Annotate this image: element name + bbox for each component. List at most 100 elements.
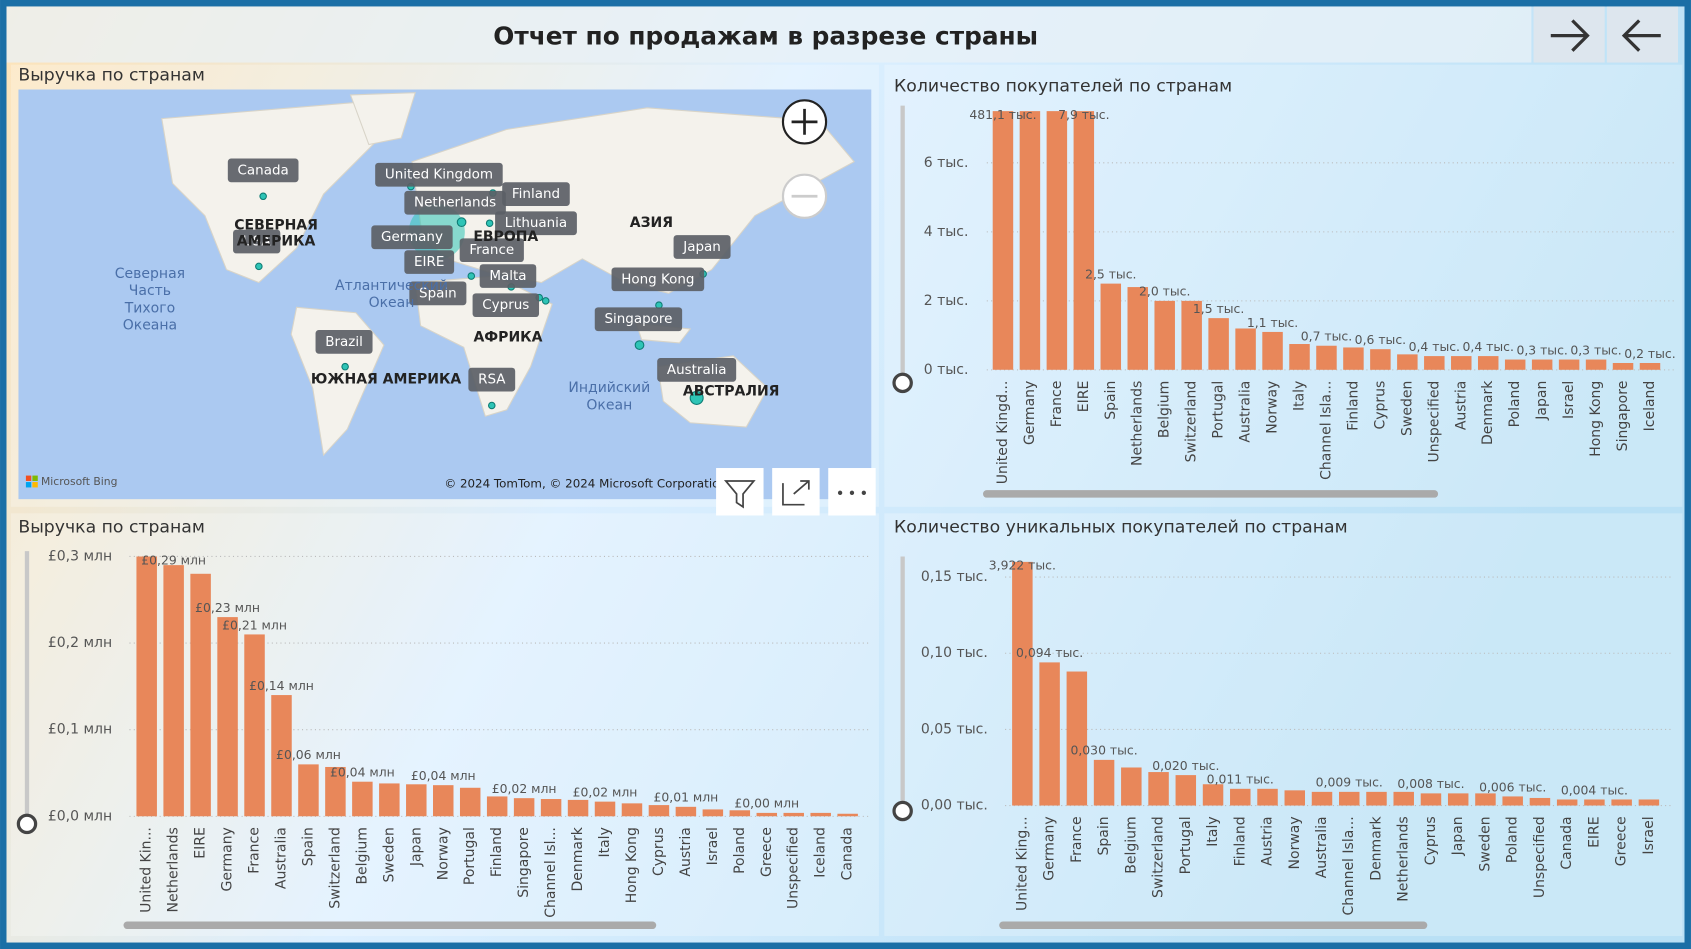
map-label-box	[657, 358, 737, 382]
x-tick-label: Finland	[1232, 816, 1248, 866]
ocean-label: Тихого	[124, 300, 175, 316]
x-tick-label: Belgium	[354, 827, 370, 884]
x-tick-label: Cyprus	[1423, 816, 1439, 865]
bar	[1181, 300, 1202, 370]
bar	[1066, 671, 1088, 806]
map-label-box	[409, 281, 467, 306]
header-bar	[6, 6, 1532, 63]
data-label: 7,9 тыс.	[1058, 107, 1109, 122]
data-label: £0,23 млн	[195, 600, 260, 615]
bar	[1366, 791, 1387, 806]
map-label-box	[472, 293, 540, 318]
bars	[1012, 561, 1660, 806]
bar	[1343, 347, 1364, 370]
bar	[1529, 797, 1551, 806]
nav-next[interactable]	[1533, 6, 1605, 63]
x-tick-label: Israel	[1561, 381, 1577, 419]
y-tick-label: 2 тыс.	[924, 293, 969, 309]
x-tick-label: Denmark	[1368, 815, 1384, 880]
x-tick-label: Sweden	[381, 827, 397, 882]
data-label: £0,02 млн	[573, 785, 638, 800]
map-label: EIRE	[404, 250, 455, 274]
bar	[729, 810, 751, 817]
map-label-text: France	[469, 242, 514, 258]
data-label: 0,6 тыс.	[1355, 332, 1406, 347]
x-tick-label: Unspecified	[1426, 381, 1442, 463]
more-button[interactable]	[828, 468, 876, 516]
bar	[136, 556, 157, 817]
data-label: 0,4 тыс.	[1409, 339, 1460, 354]
y-tick-label: 6 тыс.	[924, 155, 969, 171]
data-label: £0,01 млн	[654, 790, 719, 805]
x-tick-label: Singapore	[516, 827, 532, 898]
map-label: United Kingdom	[375, 162, 503, 187]
x-tick-label: Unspecified	[1532, 816, 1548, 898]
x-tick-label: Israel	[1641, 816, 1657, 854]
data-label: £0,06 млн	[276, 747, 341, 762]
bar	[783, 812, 804, 817]
x-tick-label: Netherlands	[1130, 381, 1146, 466]
map-label: Germany	[371, 225, 453, 250]
nav-back[interactable]	[1606, 6, 1679, 63]
zoom-out[interactable]	[781, 173, 828, 219]
map-label: RSA	[468, 367, 516, 392]
bar	[1424, 356, 1445, 370]
bar	[271, 695, 292, 817]
zoom-in[interactable]	[781, 99, 828, 145]
bar	[325, 766, 346, 817]
map-label: Spain	[409, 281, 467, 306]
map-label-text: Japan	[682, 239, 721, 255]
x-tick-label: Iceland	[813, 827, 829, 878]
x-tick-label: Iceland	[1642, 381, 1658, 432]
bar	[1311, 791, 1333, 806]
y-tick-label: 0,15 тыс.	[921, 569, 988, 585]
x-tick-label: Israel	[705, 827, 721, 865]
zoom-slider-handle[interactable]	[16, 813, 38, 835]
y-tick-label: £0,2 млн	[48, 635, 112, 651]
map-label-text: Germany	[381, 229, 443, 245]
bar	[1012, 561, 1033, 806]
bar-chart: Количество уникальных покупателей по стр…	[892, 517, 1674, 930]
map-label: Brazil	[315, 329, 373, 354]
bar	[1477, 356, 1499, 370]
bar	[1339, 791, 1360, 806]
bar	[837, 813, 858, 817]
bar	[1019, 111, 1041, 370]
data-label: 0,009 тыс.	[1316, 775, 1383, 790]
y-tick-label: 0 тыс.	[924, 362, 969, 378]
filter-button[interactable]	[716, 468, 764, 516]
map-label-text: Lithuania	[505, 215, 567, 231]
map-label-text: Australia	[667, 362, 727, 378]
x-tick-label: Belgium	[1123, 816, 1139, 873]
bar-chart: Выручка по странам £0,0 млн £0,1 млн £0,2 м…	[16, 517, 872, 930]
ocean-label: Океана	[123, 318, 177, 334]
x-tick-label: Norway	[435, 827, 451, 880]
region-label: СЕВЕРНАЯ	[234, 217, 318, 233]
zoom-slider-handle[interactable]	[892, 800, 913, 822]
map-label-box	[459, 238, 524, 263]
x-tick-label: Australia	[1238, 381, 1254, 443]
x-tick-label: United Kin...	[139, 827, 155, 913]
focus-button[interactable]	[772, 468, 820, 516]
data-label: £0,02 млн	[492, 781, 557, 796]
data-label: 3,922 тыс.	[989, 558, 1056, 573]
bar	[1420, 793, 1442, 806]
bar	[1100, 283, 1122, 370]
data-label: £0,00 млн	[734, 796, 799, 811]
bar	[379, 783, 400, 817]
x-tick-label: Sweden	[1399, 381, 1415, 436]
bar	[1289, 344, 1310, 370]
bar	[594, 801, 616, 817]
ocean-label: Индийский	[568, 380, 650, 396]
map-label: USA	[233, 229, 281, 254]
zoom-slider-handle[interactable]	[892, 372, 913, 394]
bar	[352, 781, 373, 817]
bar	[190, 573, 211, 817]
x-tick-label: Greece	[759, 827, 775, 877]
x-tick-label: Switzerland	[327, 827, 343, 909]
bar	[702, 809, 724, 817]
x-tick-label: Portugal	[1178, 816, 1194, 874]
region-label: АФРИКА	[473, 330, 542, 346]
x-tick-label: Italy	[1205, 816, 1221, 846]
y-tick-label: 0,00 тыс.	[921, 798, 988, 814]
